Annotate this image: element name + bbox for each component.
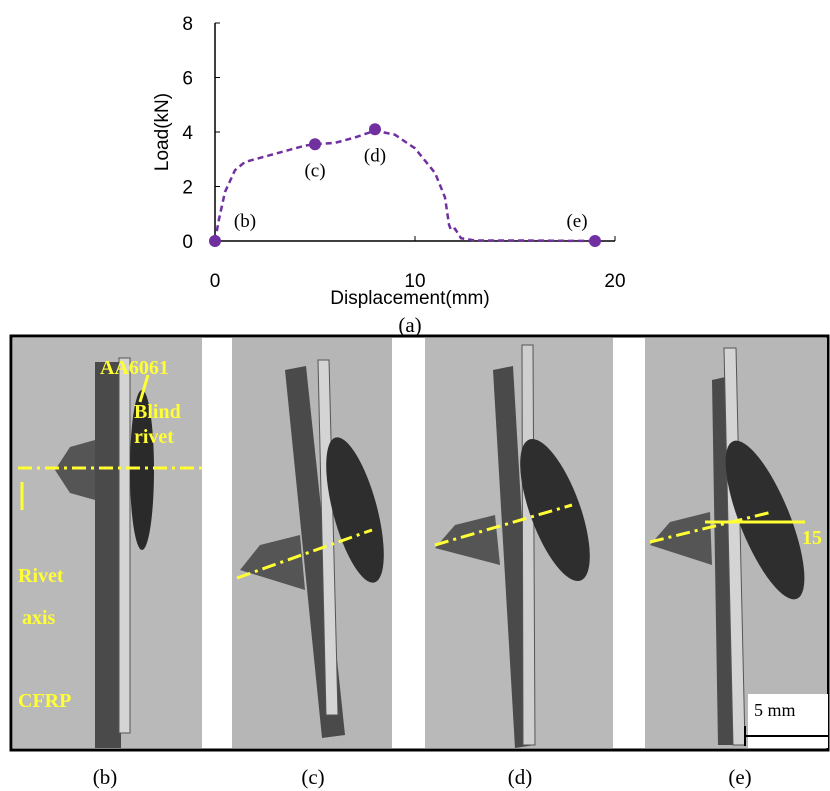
annotation: Blind	[134, 401, 181, 423]
marker	[209, 235, 221, 247]
marker-label: (e)	[566, 211, 587, 232]
x-tick-label: 10	[404, 271, 425, 292]
marker-label: (c)	[304, 160, 325, 181]
axis-line	[434, 503, 573, 547]
marker-label: (b)	[234, 211, 256, 232]
photo-label: (c)	[301, 765, 324, 789]
scale-label: 5 mm	[754, 700, 796, 720]
y-tick-label: 6	[182, 69, 193, 90]
scale-box	[748, 694, 828, 748]
rivet-body	[55, 440, 95, 500]
annotation: rivet	[134, 426, 174, 448]
arrow	[138, 374, 150, 403]
y-tick-label: 4	[182, 123, 193, 144]
y-tick-label: 8	[182, 14, 193, 35]
rivet-body	[650, 512, 712, 565]
photo-label: (e)	[728, 765, 751, 789]
rivet-head	[520, 439, 590, 581]
axis-line	[649, 510, 773, 544]
al-plate	[118, 357, 131, 734]
x-tick-label: 20	[604, 271, 625, 292]
rivet-head	[326, 437, 384, 583]
marker-label: (d)	[364, 145, 386, 166]
annotation: AA6061	[100, 357, 169, 379]
y-tick-label: 2	[182, 178, 193, 199]
photo-label: (b)	[93, 765, 118, 789]
annotation: axis	[22, 607, 56, 629]
annotation: CFRP	[18, 690, 71, 712]
marker	[369, 123, 381, 136]
chart: Displacement(mm) Load(kN) (a) 0 2 4 6 8 0 10 20…	[152, 14, 626, 337]
y-axis-title: Load(kN)	[152, 93, 173, 171]
marker	[589, 235, 601, 247]
rivet-head	[130, 390, 154, 550]
photo-label: (d)	[508, 765, 533, 789]
rivet-body	[240, 535, 305, 590]
al-plate	[317, 359, 339, 716]
line	[213, 129, 596, 243]
marker	[309, 138, 321, 151]
panel-label: (a)	[398, 313, 421, 337]
photo-panel: AA6061 Blind rivet Rivet axis CFRP 15 5 …	[9, 334, 830, 789]
y-tick-label: 0	[182, 232, 193, 253]
x-tick-label: 0	[210, 271, 221, 292]
rivet-body	[435, 515, 500, 565]
cfrp-plate	[95, 362, 121, 748]
rivet-head	[725, 440, 805, 600]
x-axis-title: Displacement(mm)	[330, 288, 489, 309]
al-plate	[521, 344, 536, 746]
annotation: Rivet	[18, 565, 64, 587]
axis-line	[236, 528, 373, 580]
annotation: 15	[802, 527, 822, 549]
